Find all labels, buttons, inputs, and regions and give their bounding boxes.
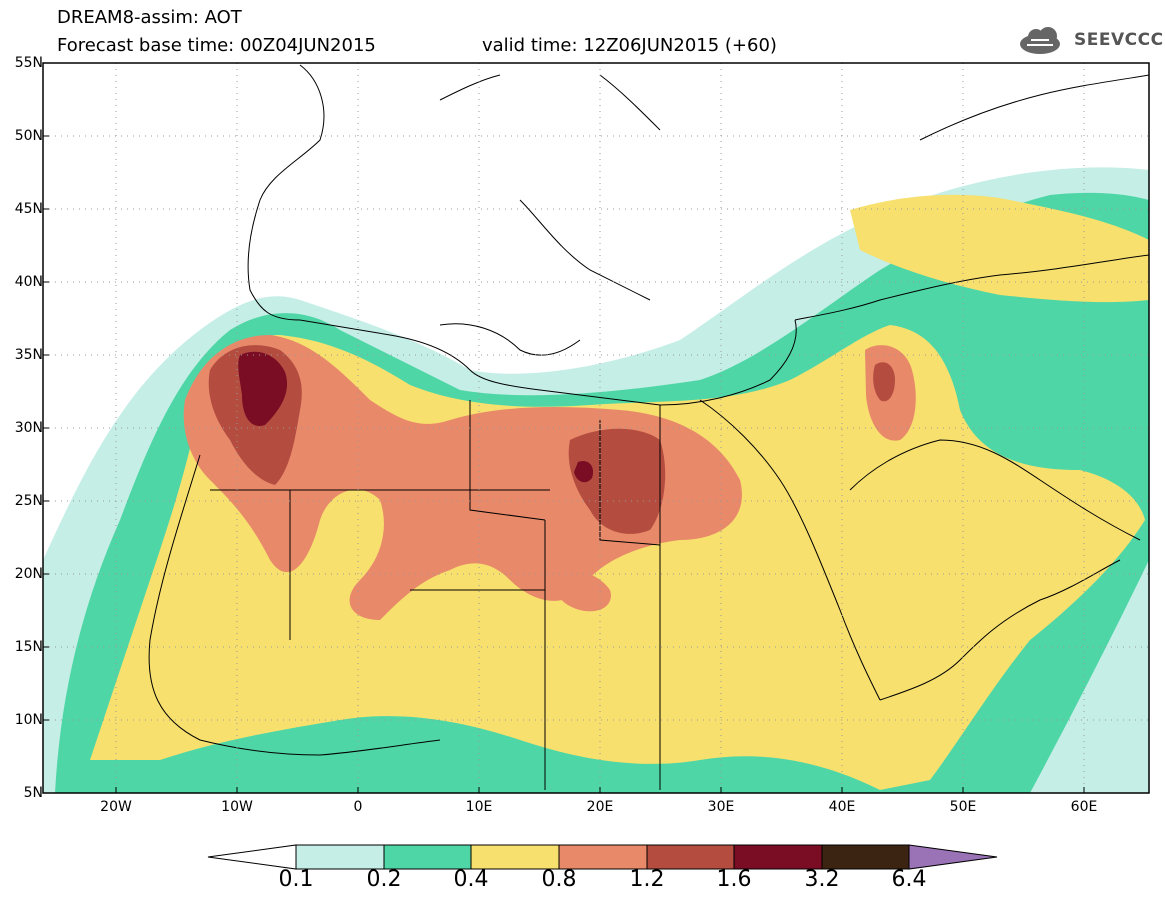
aot-band-1.2	[873, 362, 895, 402]
valid-time: valid time: 12Z06JUN2015 (+60)	[482, 35, 777, 56]
lat-label: 55N	[14, 55, 43, 71]
colorbar-bin	[383, 844, 472, 870]
colorbar-label: 1.2	[629, 867, 665, 892]
lon-label: 10W	[221, 799, 253, 815]
colorbar-label: 0.8	[541, 867, 577, 892]
graticule	[43, 63, 1149, 793]
seevccc-logo	[1020, 27, 1060, 54]
forecast-base-time: Forecast base time: 00Z04JUN2015	[57, 35, 376, 56]
colorbar-label: 1.6	[716, 867, 752, 892]
lon-label: 20W	[100, 799, 132, 815]
lat-label: 35N	[14, 347, 43, 363]
colorbar-low-arrow	[207, 844, 297, 870]
colorbar-bin	[558, 844, 648, 870]
colorbar-label: 3.2	[804, 867, 840, 892]
colorbar-bin	[470, 844, 560, 870]
aot-field	[43, 63, 1149, 793]
aot-band-0.8	[553, 568, 611, 612]
colorbar-bin	[733, 844, 823, 870]
lat-label: 5N	[23, 785, 43, 801]
lon-label: 0	[353, 799, 363, 815]
colorbar-label: 0.2	[366, 867, 402, 892]
colorbar-bin	[821, 844, 910, 870]
lat-label: 25N	[14, 493, 43, 509]
lon-label: 40E	[828, 799, 856, 815]
lat-label: 15N	[14, 639, 43, 655]
aot-band-0.8	[183, 335, 742, 620]
colorbar-high-arrow	[908, 844, 998, 870]
lat-label: 20N	[14, 566, 43, 582]
lat-label: 45N	[14, 201, 43, 217]
aot-band-1.2	[568, 428, 666, 534]
colorbar-bin	[295, 844, 385, 870]
colorbar-label: 6.4	[891, 867, 927, 892]
lon-label: 30E	[707, 799, 735, 815]
aot-band-0.4	[850, 194, 1149, 303]
lon-label: 50E	[949, 799, 977, 815]
axis-ticks	[43, 135, 1085, 793]
lat-label: 40N	[14, 274, 43, 290]
colorbar-bin	[646, 844, 735, 870]
lat-label: 30N	[14, 420, 43, 436]
lat-label: 10N	[14, 712, 43, 728]
aot-band-1.6	[238, 351, 288, 426]
lon-label: 10E	[465, 799, 493, 815]
lon-label: 60E	[1070, 799, 1098, 815]
map-title: DREAM8-assim: AOT	[57, 7, 242, 28]
lat-label: 50N	[14, 128, 43, 144]
colorbar	[207, 844, 998, 870]
logo-text: SEEVCCC	[1074, 30, 1164, 50]
aot-band-1.6	[574, 460, 594, 483]
lon-label: 20E	[586, 799, 614, 815]
cloud-icon	[1020, 27, 1060, 54]
colorbar-label: 0.1	[278, 867, 314, 892]
colorbar-label: 0.4	[453, 867, 489, 892]
